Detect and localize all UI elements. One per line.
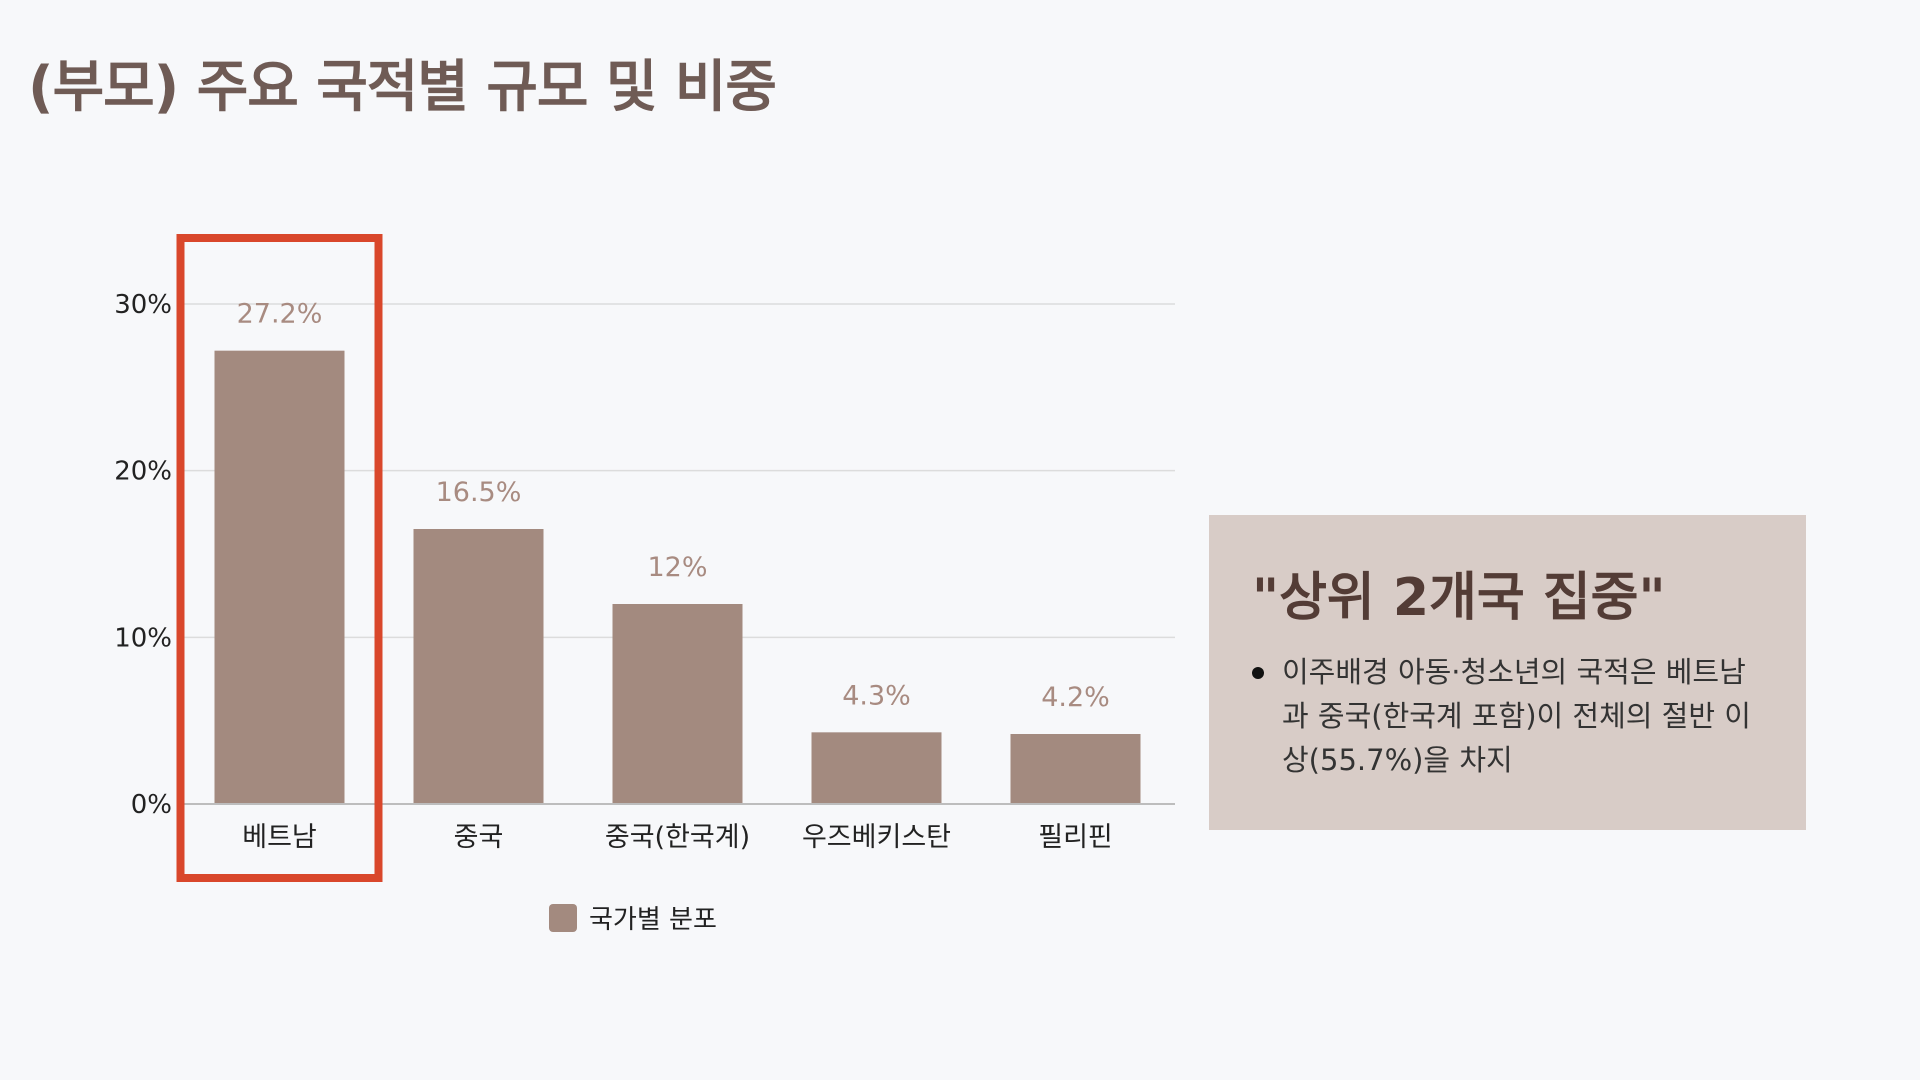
bar [811, 732, 942, 804]
y-tick-label: 0% [131, 790, 172, 820]
legend-label: 국가별 분포 [589, 905, 717, 935]
highlight-box [176, 234, 383, 882]
callout-bullet: 이주배경 아동·청소년의 국적은 베트남과 중국(한국계 포함)이 전체의 절반… [1252, 650, 1752, 782]
x-tick-label: 베트남 [242, 822, 317, 853]
y-tick-label: 10% [114, 623, 172, 653]
x-tick-label: 중국 [454, 822, 504, 853]
x-tick-label: 중국(한국계) [605, 822, 750, 853]
bar-chart: 0% 10% 20% 30% 27.2% 베트남 16.5% 중국 12% 중국(한국계) 4.3%… [114, 234, 1175, 935]
callout-title: "상위 2개국 집중" [1252, 568, 1666, 628]
data-label: 12% [647, 552, 707, 583]
y-tick-label: 30% [114, 290, 172, 320]
bar [413, 529, 544, 804]
x-tick-label: 우즈베키스탄 [802, 822, 951, 853]
callout-box: "상위 2개국 집중" 이주배경 아동·청소년의 국적은 베트남과 중국(한국계… [1209, 515, 1806, 830]
y-tick-label: 20% [114, 457, 172, 487]
bar [1010, 734, 1141, 804]
bar [612, 604, 743, 804]
x-tick-label: 필리핀 [1038, 822, 1113, 853]
data-label: 4.2% [1041, 682, 1110, 713]
data-label: 4.3% [842, 680, 911, 711]
legend-swatch [549, 904, 577, 932]
data-label: 27.2% [237, 299, 323, 330]
slide-title: (부모) 주요 국적별 규모 및 비중 [28, 55, 777, 120]
callout-list: 이주배경 아동·청소년의 국적은 베트남과 중국(한국계 포함)이 전체의 절반… [1252, 650, 1776, 782]
data-label: 16.5% [436, 477, 522, 508]
bar [214, 350, 345, 804]
